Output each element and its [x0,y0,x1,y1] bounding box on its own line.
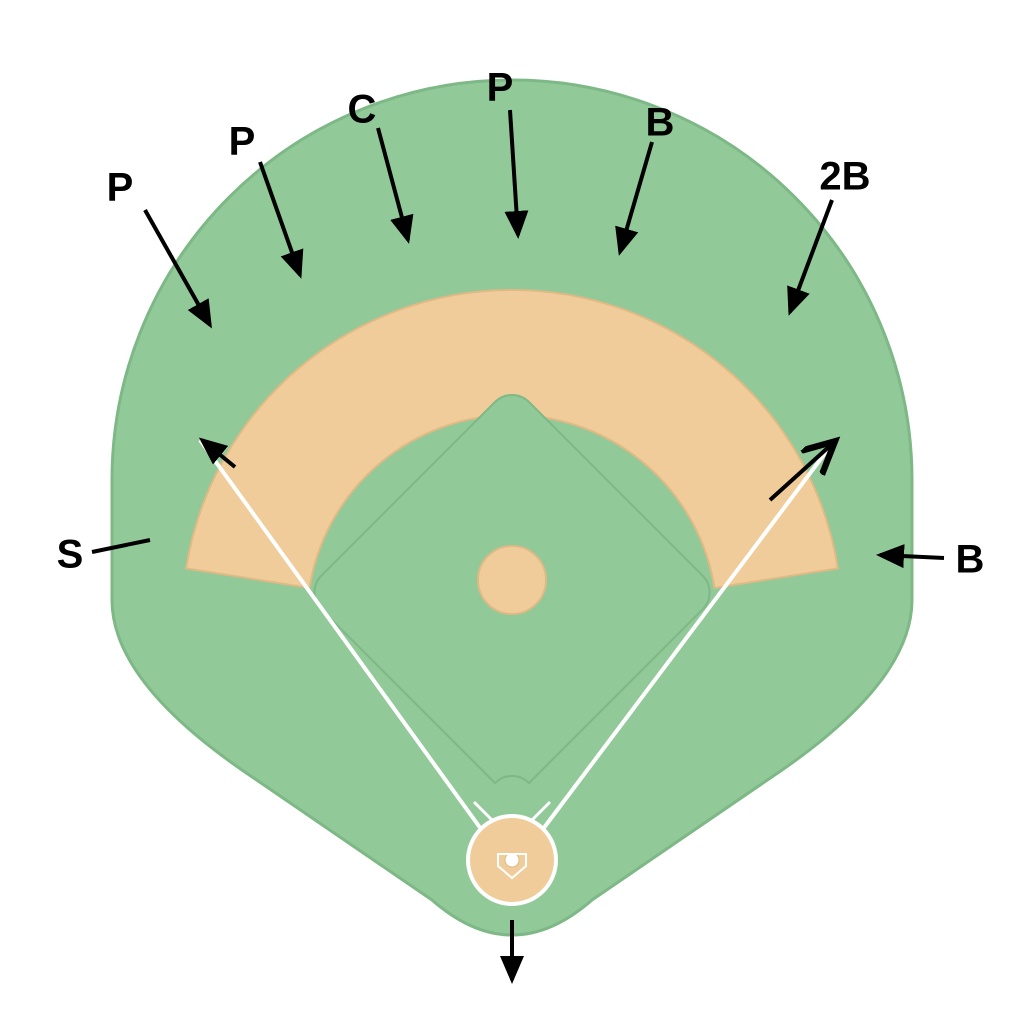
label-Btop: B [646,101,675,146]
label-P1: P [107,166,134,211]
label-Br: B [956,538,985,583]
label-P3: P [487,66,514,111]
baseball-field-diagram: P P C P B 2B S B [0,0,1024,1024]
label-S: S [57,533,84,578]
home-plate [505,853,519,867]
label-C: C [348,88,377,133]
label-P2: P [229,120,256,165]
pitchers-mound [478,546,546,614]
label-2B: 2B [819,155,870,200]
